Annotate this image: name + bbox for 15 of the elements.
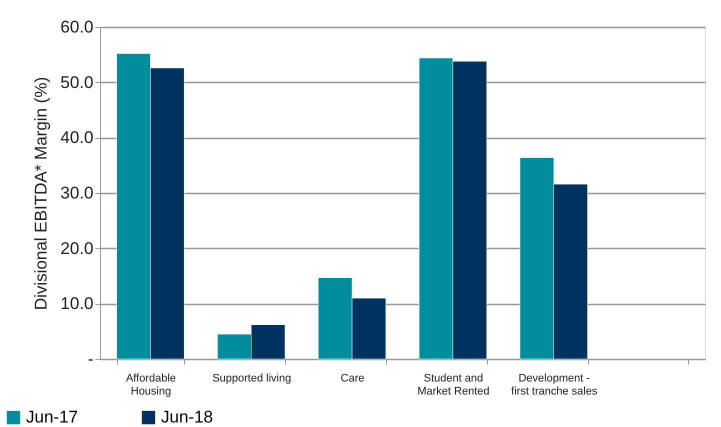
x-tick-label: Supported living: [212, 372, 292, 384]
x-tick-label: Care: [340, 372, 365, 384]
x-tick-label: Development - first tranche sales: [511, 372, 598, 398]
legend-label: Jun-18: [161, 408, 213, 427]
x-tick-label: Student and Market Rented: [417, 372, 490, 398]
y-tick-label: 50.0: [60, 72, 94, 92]
y-tick-label: 60.0: [60, 18, 94, 36]
y-axis-title: Divisional EBITDA* Margin (%): [31, 76, 50, 310]
y-tick-label: 40.0: [60, 128, 94, 148]
y-tick-label: 30.0: [60, 184, 94, 202]
y-tick-label: 10.0: [60, 294, 94, 314]
y-tick-label: 20.0: [60, 238, 94, 258]
x-tick-label: Affordable Housing: [126, 372, 176, 398]
y-tick-label: -: [88, 350, 94, 368]
legend-label: Jun-17: [26, 408, 78, 427]
